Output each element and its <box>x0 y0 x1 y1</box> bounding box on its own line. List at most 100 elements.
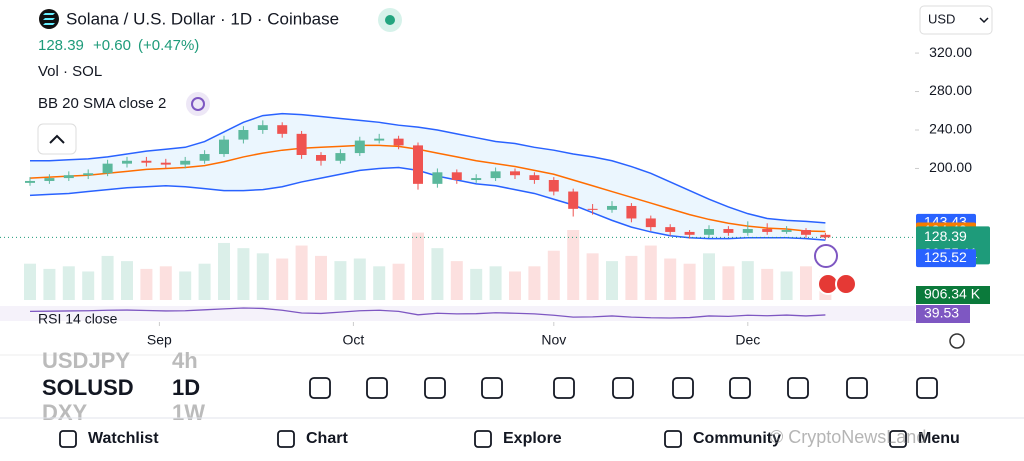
volume-bar <box>470 268 483 300</box>
lower-tag-bg <box>916 249 976 268</box>
volume-tag-bg <box>916 286 990 304</box>
y-tick-label: 200.00 <box>929 159 972 175</box>
candle-body <box>704 229 714 235</box>
tool-icon[interactable] <box>787 377 809 399</box>
interval[interactable]: 4h <box>172 348 198 373</box>
rsi-line <box>29 307 826 319</box>
volume-bar <box>140 268 153 300</box>
indicator-btn[interactable] <box>186 92 210 116</box>
volume-bar <box>509 271 521 300</box>
candle-body <box>141 160 152 163</box>
candle-body <box>587 208 598 210</box>
nav-item[interactable]: Chart <box>306 430 348 447</box>
volume-bar <box>586 253 599 300</box>
interval[interactable]: 1D <box>172 375 200 400</box>
volume-bar <box>528 266 541 300</box>
nav-icon[interactable] <box>889 430 907 448</box>
candle-body <box>102 163 113 174</box>
collapse-btn[interactable] <box>37 123 77 155</box>
volume-bar <box>606 261 618 300</box>
candle-body <box>820 234 831 238</box>
volume-bar <box>198 263 211 300</box>
candle-body <box>801 230 811 235</box>
volume-bar <box>450 261 463 300</box>
candle-body <box>781 230 792 232</box>
volume-bar <box>683 263 696 300</box>
volume-bar <box>159 266 172 300</box>
nav-icon[interactable] <box>474 430 492 448</box>
candle-body <box>432 172 443 184</box>
nav-item[interactable]: Menu <box>918 430 960 447</box>
candle-body <box>374 138 385 141</box>
currency: USD <box>928 11 955 26</box>
candle-body <box>219 139 229 155</box>
upper-band <box>30 112 826 224</box>
candle-body <box>490 171 501 179</box>
volume-bar <box>800 266 812 300</box>
interval[interactable]: 1W <box>172 400 205 425</box>
candle-body <box>665 227 676 232</box>
y-tick-label: 320.00 <box>929 44 972 60</box>
change: +0.60 <box>93 37 131 54</box>
x-tick-label: Sep <box>147 332 172 348</box>
rsi-tag: 39.53 <box>924 305 959 321</box>
candle-body <box>393 138 404 146</box>
tool-icon[interactable] <box>916 377 938 399</box>
tool-icon[interactable] <box>672 377 694 399</box>
tool-icon[interactable] <box>424 377 446 399</box>
candle-body <box>451 172 462 180</box>
volume-bar <box>644 245 657 300</box>
volume-bar <box>218 242 230 300</box>
volume-bar <box>237 248 250 300</box>
dropdown-icon <box>979 17 989 24</box>
volume-bar <box>24 263 36 300</box>
candle-body <box>568 191 579 209</box>
y-tick-label: 240.00 <box>929 121 972 137</box>
candle-body <box>44 178 55 181</box>
candle-body <box>238 130 249 140</box>
nav-item[interactable]: Watchlist <box>88 430 159 447</box>
tool-icon[interactable] <box>481 377 503 399</box>
candle-body <box>180 160 191 165</box>
volume-bar <box>489 266 502 300</box>
y-tick-label: 280.00 <box>929 82 972 98</box>
volume-tag: 906.34 K <box>924 286 981 302</box>
tool-icon[interactable] <box>366 377 388 399</box>
candle-body <box>723 229 734 233</box>
candle-body <box>413 145 423 184</box>
candle-body <box>529 175 540 180</box>
x-tick-label: Nov <box>541 332 566 348</box>
volume-bar <box>412 232 424 300</box>
indicator-label: BB 20 SMA close 2 <box>38 95 166 112</box>
tool-icon[interactable] <box>846 377 868 399</box>
volume-bar <box>567 230 580 300</box>
nav-icon[interactable] <box>59 430 77 448</box>
volume-bar <box>392 263 405 300</box>
candle-body <box>645 218 656 228</box>
nav-icon[interactable] <box>277 430 295 448</box>
candle-body <box>25 180 35 183</box>
flag-icon[interactable] <box>835 273 857 295</box>
nav-item[interactable]: Explore <box>503 430 562 447</box>
settings-icon[interactable] <box>949 333 965 349</box>
volume-bar <box>373 266 386 300</box>
candle-body <box>160 162 171 165</box>
symbol[interactable]: DXY <box>42 400 88 425</box>
symbol[interactable]: SOLUSD <box>42 375 134 400</box>
x-tick-label: Dec <box>735 332 760 348</box>
volume-bar <box>315 255 327 300</box>
tool-icon[interactable] <box>553 377 575 399</box>
tool-icon[interactable] <box>612 377 634 399</box>
nav-icon[interactable] <box>664 430 682 448</box>
volume-bar <box>780 271 793 300</box>
volume-bar <box>431 248 444 300</box>
currency-select[interactable] <box>919 5 993 35</box>
symbol[interactable]: USDJPY <box>42 348 130 373</box>
volume-bar <box>121 261 133 300</box>
nav-item[interactable]: Community <box>693 430 781 447</box>
volume-bar <box>703 253 715 300</box>
event-icon[interactable] <box>814 244 838 268</box>
tool-icon[interactable] <box>309 377 331 399</box>
tool-icon[interactable] <box>729 377 751 399</box>
